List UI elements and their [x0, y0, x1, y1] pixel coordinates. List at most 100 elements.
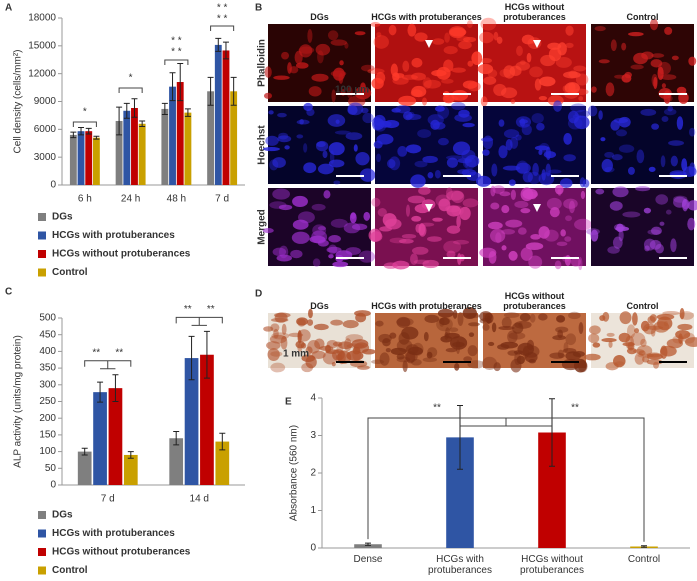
cell: [435, 194, 451, 207]
cell: [466, 313, 481, 319]
cell: [479, 31, 494, 44]
cell: [426, 351, 433, 359]
row-label: Merged: [257, 209, 268, 245]
cell: [602, 311, 610, 322]
cell: [325, 349, 340, 354]
cell: [517, 227, 527, 235]
cell: [272, 188, 290, 200]
cell: [265, 135, 279, 146]
cell: [328, 235, 341, 243]
cell: [414, 160, 428, 168]
x-tick-label: 7 d: [215, 194, 229, 205]
cell: [402, 360, 408, 373]
cell: [653, 76, 658, 90]
bracket: [118, 87, 143, 93]
cell: [263, 92, 273, 99]
cell: [387, 159, 396, 169]
bracket: [84, 360, 132, 370]
cell: [480, 17, 497, 31]
cell: [480, 57, 492, 64]
error-bar: [173, 431, 180, 446]
cell: [648, 166, 656, 172]
cell: [562, 85, 568, 92]
cell: [423, 79, 442, 89]
cell: [663, 108, 677, 116]
cell: [448, 327, 459, 332]
bar: [200, 354, 214, 485]
cell: [584, 353, 601, 361]
cell: [488, 341, 495, 346]
cell: [505, 139, 513, 151]
bar: [184, 358, 199, 485]
cell: [466, 20, 473, 29]
cell: [503, 129, 520, 139]
cell: [422, 259, 439, 269]
cell: [490, 202, 500, 210]
cell: [295, 62, 309, 69]
error-bar: [123, 102, 130, 119]
significance: **: [92, 347, 100, 358]
cell: [615, 226, 630, 232]
cell: [501, 245, 507, 251]
cell: [515, 116, 532, 128]
cell: [462, 306, 477, 320]
cell: [456, 215, 461, 228]
cell: [385, 348, 391, 353]
cell: [303, 102, 313, 112]
cell: [301, 354, 316, 363]
cell: [667, 105, 674, 112]
cell: [363, 211, 371, 221]
cell: [311, 203, 326, 211]
panel-label: B: [255, 3, 262, 14]
cell: [520, 208, 531, 214]
cell: [490, 185, 496, 197]
cell: [273, 75, 290, 80]
scale-label: 1 mm: [283, 349, 309, 360]
cell: [676, 116, 684, 130]
cell: [538, 313, 548, 321]
significance: **: [571, 403, 579, 414]
cell: [503, 312, 520, 318]
cell: [471, 51, 483, 65]
significance: *: [129, 73, 133, 84]
row-label: Phalloidin: [257, 39, 268, 87]
cell: [549, 206, 560, 218]
y-tick-label: 3000: [34, 152, 57, 163]
significance: *: [83, 107, 87, 118]
cell: [624, 71, 632, 79]
cell: [683, 166, 697, 178]
cell: [476, 175, 492, 187]
cell: [530, 234, 541, 240]
cell: [313, 323, 329, 331]
cell: [619, 311, 632, 325]
y-tick-label: 400: [39, 346, 56, 357]
cell: [446, 157, 458, 168]
cell: [682, 332, 696, 344]
significance: **: [207, 304, 215, 315]
legend-swatch: [38, 268, 46, 277]
cell: [347, 86, 353, 99]
cell: [687, 200, 697, 211]
cell: [424, 314, 440, 323]
cell: [546, 197, 562, 210]
y-tick-label: 3: [310, 430, 316, 441]
cell: [339, 60, 344, 66]
cell: [405, 144, 422, 154]
cell: [480, 96, 488, 107]
cell: [554, 184, 564, 195]
cell: [679, 308, 685, 320]
cell: [484, 312, 494, 324]
cell: [647, 229, 661, 235]
bar: [115, 120, 123, 185]
cell: [572, 114, 582, 119]
cell: [594, 25, 606, 32]
cell: [411, 57, 423, 68]
significance: **: [184, 304, 192, 315]
cell: [328, 159, 345, 168]
y-tick-label: 150: [39, 430, 56, 441]
cell: [521, 34, 535, 45]
cell: [657, 316, 673, 331]
bar: [184, 112, 192, 185]
y-tick-label: 250: [39, 396, 56, 407]
cell: [588, 325, 601, 335]
